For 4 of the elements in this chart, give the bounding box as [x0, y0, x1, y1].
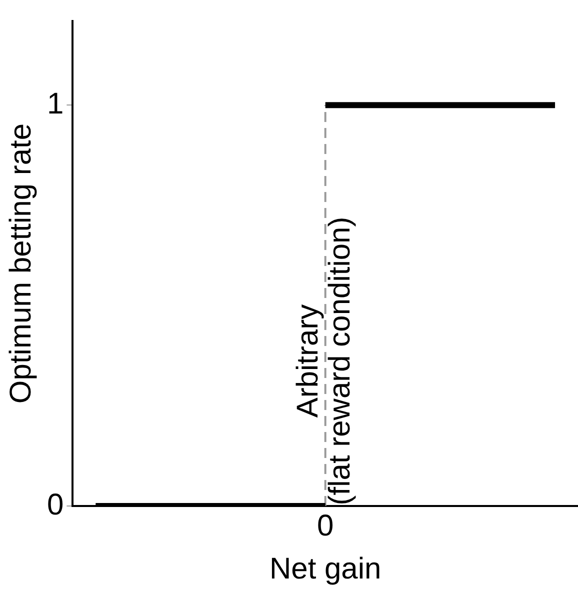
y-tick-label: 1: [46, 87, 64, 120]
x-axis-title: Net gain: [269, 552, 382, 586]
annotation: Arbitrary (flat reward condition): [292, 216, 357, 506]
y-axis-title: Optimum betting rate: [4, 123, 38, 404]
